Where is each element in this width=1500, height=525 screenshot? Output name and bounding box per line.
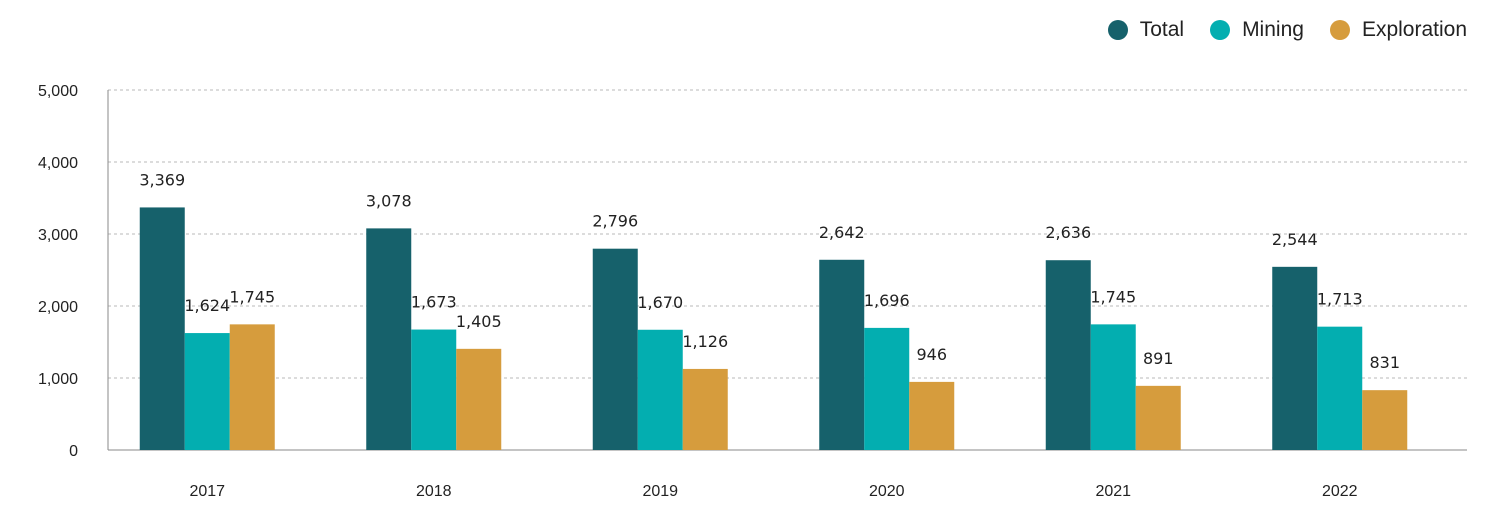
bar-exploration (1135, 385, 1181, 450)
data-label-mining: 1,670 (637, 293, 683, 312)
bar-mining (637, 329, 683, 450)
legend-label-mining: Mining (1242, 18, 1304, 41)
bar-total (592, 248, 638, 450)
x-tick-label: 2020 (869, 483, 905, 500)
data-label-exploration: 1,745 (229, 287, 275, 306)
x-tick-label: 2022 (1322, 483, 1358, 500)
data-label-total: 2,642 (819, 223, 865, 242)
x-tick-label: 2019 (642, 483, 678, 500)
data-label-total: 2,544 (1272, 230, 1318, 249)
bar-total (1045, 260, 1091, 450)
data-label-total: 2,636 (1045, 223, 1091, 242)
bar-total (366, 228, 412, 450)
x-tick-label: 2017 (189, 483, 225, 500)
legend-item-mining: Mining (1210, 18, 1304, 42)
data-label-mining: 1,673 (411, 293, 457, 312)
bar-total (139, 207, 185, 450)
legend-swatch-total (1107, 20, 1128, 40)
legend: Total Mining Exploration (1082, 18, 1467, 42)
data-label-total: 3,078 (366, 191, 412, 210)
bar-mining (184, 333, 230, 450)
bar-total (1272, 266, 1318, 450)
data-label-mining: 1,713 (1317, 290, 1363, 309)
bar-total (819, 259, 865, 450)
legend-swatch-mining (1210, 20, 1231, 40)
data-label-mining: 1,624 (184, 296, 230, 315)
legend-label-total: Total (1139, 18, 1185, 41)
bar-mining (864, 327, 910, 450)
data-label-exploration: 1,405 (456, 312, 502, 331)
legend-swatch-exploration (1329, 20, 1350, 40)
data-label-mining: 1,745 (1090, 287, 1136, 306)
bar-exploration (909, 381, 955, 450)
data-label-exploration: 1,126 (682, 332, 728, 351)
y-tick-label: 4,000 (38, 155, 78, 172)
y-tick-label: 3,000 (38, 227, 78, 244)
data-label-exploration: 946 (916, 345, 947, 364)
bar-exploration (229, 324, 275, 450)
x-tick-label: 2021 (1095, 483, 1131, 500)
bar-mining (411, 329, 457, 450)
bar-exploration (682, 368, 728, 450)
y-tick-label: 0 (69, 443, 78, 460)
y-tick-label: 1,000 (38, 371, 78, 388)
data-label-exploration: 891 (1143, 349, 1174, 368)
data-label-mining: 1,696 (864, 291, 910, 310)
bar-mining (1090, 324, 1136, 450)
legend-item-total: Total (1107, 18, 1185, 42)
data-label-exploration: 831 (1369, 353, 1400, 372)
x-tick-label: 2018 (416, 483, 452, 500)
legend-item-exploration: Exploration (1329, 18, 1467, 42)
bar-exploration (456, 348, 502, 450)
legend-label-exploration: Exploration (1361, 18, 1467, 41)
data-label-total: 2,796 (592, 212, 638, 231)
y-tick-label: 5,000 (38, 83, 78, 100)
bar-exploration (1362, 390, 1408, 450)
bar-mining (1317, 326, 1363, 450)
y-tick-label: 2,000 (38, 299, 78, 316)
data-label-total: 3,369 (139, 170, 185, 189)
